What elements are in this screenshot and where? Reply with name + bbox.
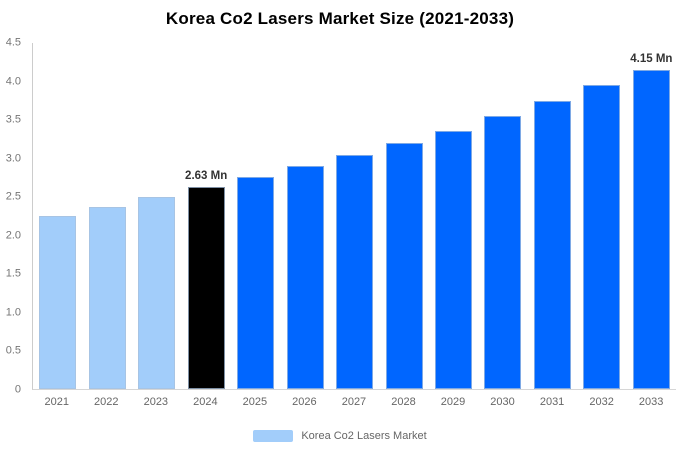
x-tick-2022: 2022 [94, 396, 119, 408]
bar-value-label-2024: 2.63 Mn [185, 170, 228, 183]
y-tick-4.5: 4.5 [5, 36, 21, 49]
bar-2021 [39, 216, 77, 389]
y-tick-0.5: 0.5 [5, 344, 21, 357]
legend-swatch [253, 430, 294, 442]
x-tick-2029: 2029 [440, 396, 466, 408]
y-tick-3.0: 3.0 [5, 152, 21, 165]
bar-2028 [385, 142, 423, 389]
plot-area: 2.63 Mn 4.15 Mn [32, 43, 676, 390]
bar-2027 [336, 154, 374, 389]
bar-2033 [632, 69, 670, 389]
x-tick-2031: 2031 [539, 396, 565, 408]
bar-slot-2024: 2.63 Mn [181, 43, 230, 389]
bar-2030 [484, 116, 522, 389]
chart-title: Korea Co2 Lasers Market Size (2021-2033) [165, 9, 515, 28]
x-tick-2023: 2023 [143, 396, 169, 408]
legend: Korea Co2 Lasers Market [0, 430, 680, 442]
bar-2025 [237, 176, 275, 389]
bar-slot-2026 [280, 43, 329, 389]
bar-slot-2021 [33, 43, 82, 389]
y-tick-0: 0 [14, 383, 21, 396]
y-tick-2.0: 2.0 [5, 229, 21, 242]
y-axis: 0 0.5 1.0 1.5 2.0 2.5 3.0 3.5 4.0 4.5 [0, 37, 21, 395]
x-tick-2024: 2024 [193, 396, 218, 408]
bar-2022 [88, 206, 126, 389]
bar-2029 [434, 130, 472, 389]
bar-slot-2027 [330, 43, 379, 389]
bar-slot-2028 [379, 43, 428, 389]
y-tick-1.0: 1.0 [5, 306, 21, 319]
bar-value-label-2033: 4.15 Mn [630, 53, 673, 66]
x-tick-2030: 2030 [490, 396, 515, 408]
bar-slot-2023 [132, 43, 181, 389]
y-tick-2.5: 2.5 [5, 190, 21, 203]
bar-slot-2031 [528, 43, 577, 389]
y-tick-3.5: 3.5 [5, 113, 21, 126]
bar-2026 [286, 166, 324, 389]
bar-slot-2022 [82, 43, 131, 389]
bar-slot-2033: 4.15 Mn [627, 43, 676, 389]
x-tick-2027: 2027 [341, 396, 367, 408]
x-tick-2033: 2033 [638, 396, 664, 408]
bar-2024 [187, 186, 225, 389]
legend-label: Korea Co2 Lasers Market [301, 430, 427, 442]
y-tick-4.0: 4.0 [5, 75, 21, 88]
x-tick-2021: 2021 [44, 396, 69, 408]
bar-slot-2032 [577, 43, 626, 389]
y-tick-1.5: 1.5 [5, 267, 21, 280]
x-axis: 2021 2022 2023 2024 2025 2026 2027 2028 2029 2030… [32, 394, 676, 410]
x-tick-2032: 2032 [589, 396, 614, 408]
bar-slot-2025 [231, 43, 280, 389]
bar-slot-2029 [429, 43, 478, 389]
bar-slot-2030 [478, 43, 527, 389]
bar-2032 [583, 85, 621, 389]
x-tick-2028: 2028 [391, 396, 416, 408]
bar-2023 [138, 196, 176, 389]
x-tick-2025: 2025 [242, 396, 268, 408]
x-tick-2026: 2026 [292, 396, 317, 408]
bar-2031 [533, 101, 571, 389]
